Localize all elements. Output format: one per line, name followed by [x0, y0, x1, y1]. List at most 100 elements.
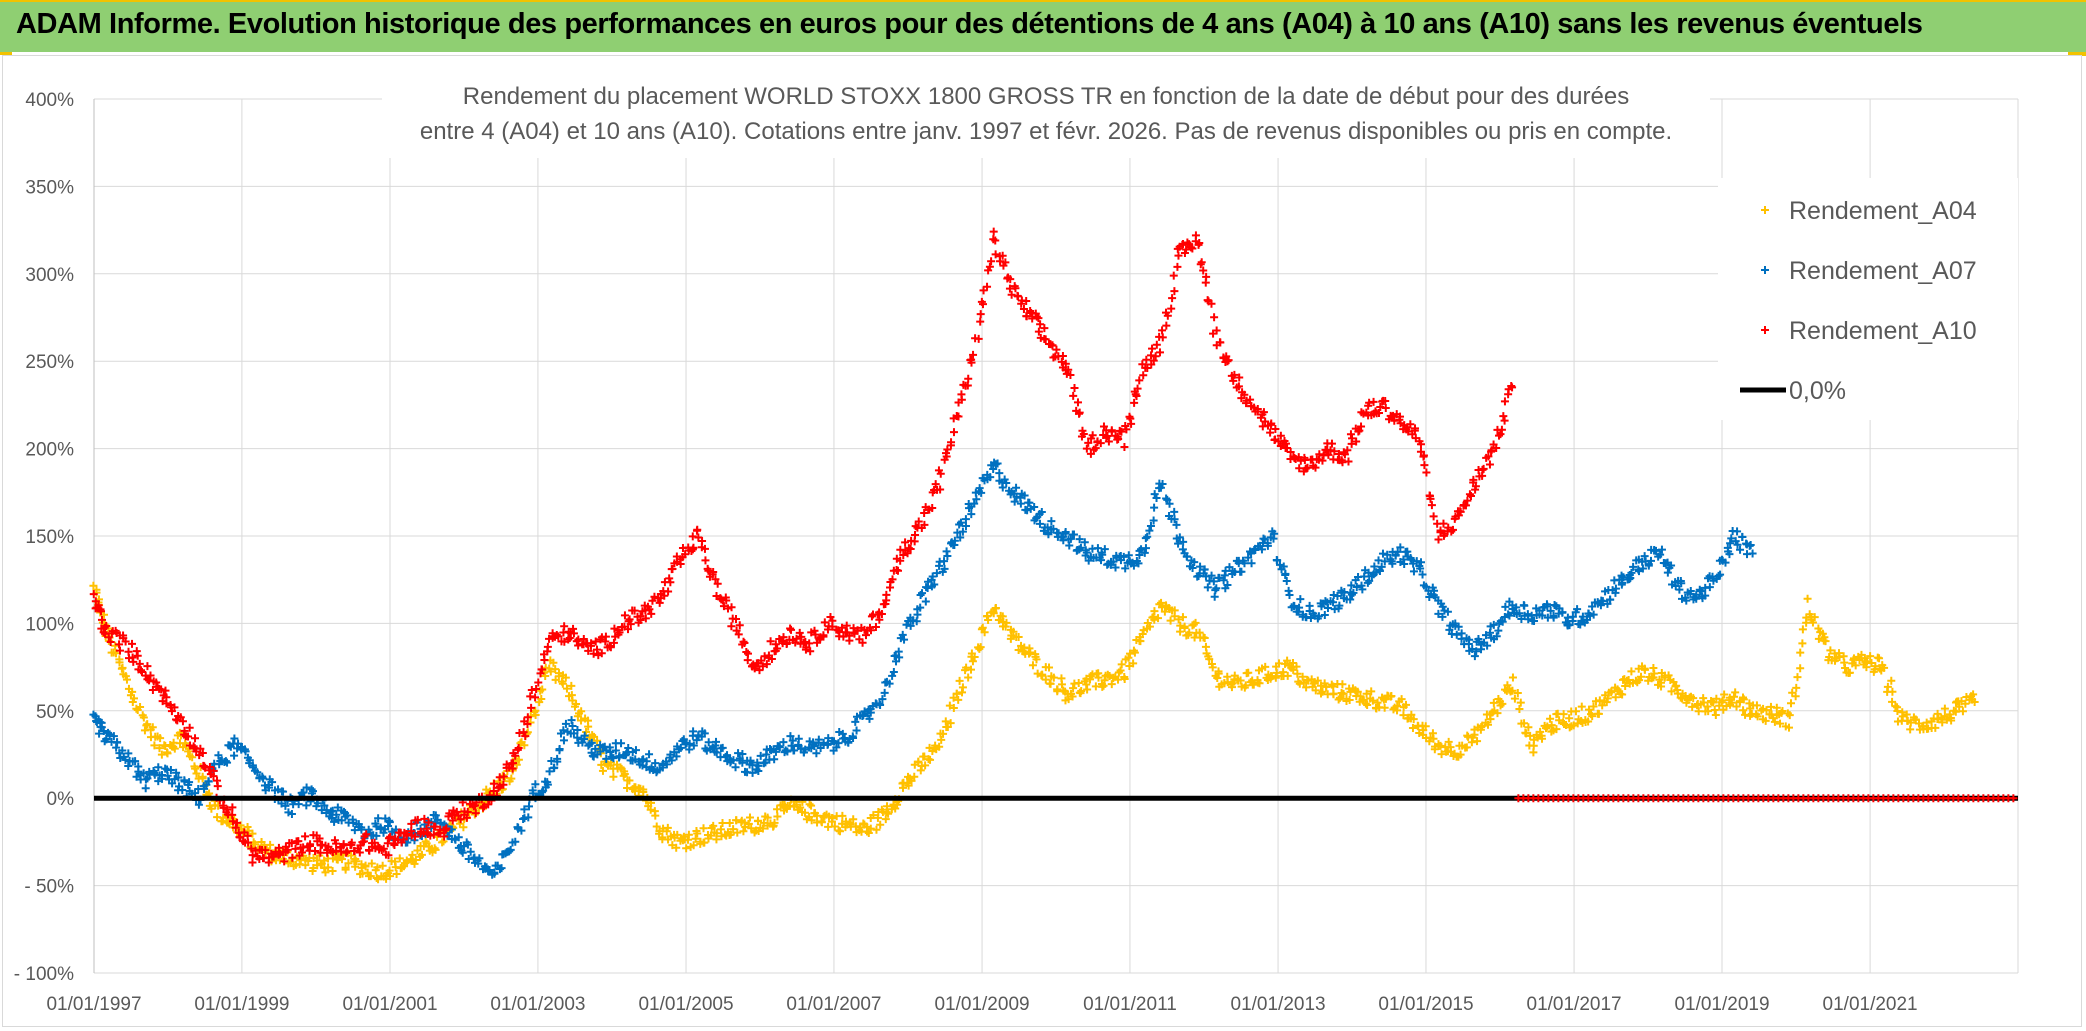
data-point [1704, 707, 1713, 716]
data-point [1279, 562, 1288, 571]
data-point [1503, 681, 1512, 690]
data-point [828, 814, 837, 823]
data-point [1130, 648, 1139, 657]
data-point [113, 738, 122, 747]
title-backdrop [382, 72, 1710, 158]
data-point [1076, 689, 1085, 698]
data-point [950, 536, 959, 545]
data-point [1200, 565, 1209, 574]
data-point [1334, 695, 1343, 704]
y-tick-label: 350% [25, 177, 74, 198]
data-point [1057, 680, 1066, 689]
data-point [866, 708, 875, 717]
data-point [512, 760, 521, 769]
data-point [684, 830, 693, 839]
data-point [779, 633, 788, 642]
x-tick-label: 01/01/1997 [46, 994, 141, 1015]
data-point [1396, 412, 1405, 421]
data-point [1911, 715, 1920, 724]
data-point [484, 867, 493, 876]
data-point [1499, 412, 1508, 421]
data-point [1573, 605, 1582, 614]
data-point [1478, 471, 1487, 480]
data-point [771, 747, 780, 756]
data-point [1694, 707, 1703, 716]
data-point [1253, 404, 1262, 413]
data-point [1065, 541, 1074, 550]
data-point [261, 846, 270, 855]
data-point [1520, 719, 1529, 728]
data-point [743, 656, 752, 665]
data-point [133, 651, 142, 660]
data-point [699, 824, 708, 833]
data-point [1739, 706, 1748, 715]
data-point [1541, 724, 1550, 733]
data-point [673, 830, 682, 839]
banner-accent-left [0, 52, 12, 55]
data-point [1098, 550, 1107, 559]
data-point [191, 764, 200, 773]
data-point [1629, 562, 1638, 571]
data-point [1080, 538, 1089, 547]
data-point [366, 872, 375, 881]
data-point [1296, 595, 1305, 604]
data-point [95, 729, 104, 738]
data-point [1814, 634, 1823, 643]
data-point [309, 787, 318, 796]
data-point [1844, 669, 1853, 678]
data-point [1082, 548, 1091, 557]
data-point [1190, 558, 1199, 567]
data-point [1361, 699, 1370, 708]
data-point [1410, 426, 1419, 435]
data-point [311, 847, 320, 856]
data-point [865, 714, 874, 723]
data-point [1452, 630, 1461, 639]
data-point [817, 818, 826, 827]
data-point [775, 743, 784, 752]
data-point [969, 350, 978, 359]
data-point [942, 547, 951, 556]
chart-title-line: entre 4 (A04) et 10 ans (A10). Cotations… [420, 118, 1672, 145]
data-point [814, 735, 823, 744]
data-point [1626, 574, 1635, 583]
data-point [1522, 729, 1531, 738]
data-point [378, 861, 387, 870]
data-point [459, 823, 468, 832]
data-point [949, 703, 958, 712]
data-point [115, 646, 124, 655]
data-point [520, 741, 529, 750]
data-point [1611, 693, 1620, 702]
data-point [1393, 706, 1402, 715]
data-point [666, 578, 675, 587]
y-tick-label: 150% [25, 527, 74, 548]
data-point [1113, 432, 1122, 441]
data-point [625, 776, 634, 785]
data-point [1037, 508, 1046, 517]
data-point [137, 667, 146, 676]
data-point [1589, 610, 1598, 619]
data-point [1485, 460, 1494, 469]
data-point [166, 765, 175, 774]
data-point [805, 800, 814, 809]
data-point [920, 508, 929, 517]
data-point [1496, 430, 1505, 439]
data-point [1320, 611, 1329, 620]
data-point [796, 744, 805, 753]
data-point [1329, 682, 1338, 691]
data-point [1598, 701, 1607, 710]
data-point [1880, 663, 1889, 672]
data-point [1367, 687, 1376, 696]
data-point [726, 830, 735, 839]
data-point [1675, 585, 1684, 594]
data-point [531, 711, 540, 720]
data-point [1730, 692, 1739, 701]
data-point [1776, 719, 1785, 728]
data-point [355, 848, 364, 857]
data-point [1381, 403, 1390, 412]
data-point [1096, 439, 1105, 448]
data-point [568, 721, 577, 730]
data-point [956, 533, 965, 542]
data-point [824, 822, 833, 831]
report-banner: ADAM Informe. Evolution historique des p… [0, 0, 2086, 52]
data-point [1416, 440, 1425, 449]
